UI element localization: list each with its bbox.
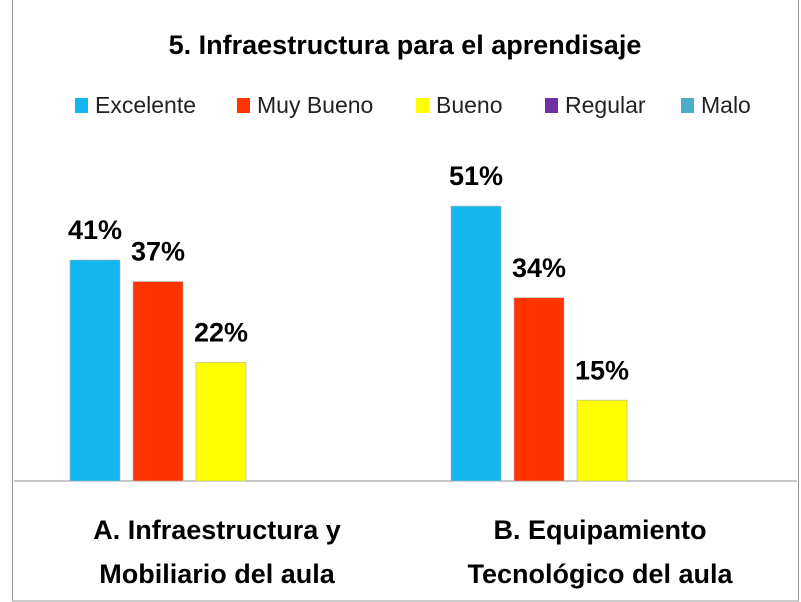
bar <box>132 281 184 482</box>
data-label: 34% <box>512 253 566 283</box>
legend-label: Excelente <box>95 92 196 118</box>
legend-swatch <box>681 98 694 113</box>
legend-label: Regular <box>565 92 646 118</box>
data-label: 51% <box>449 161 503 191</box>
data-label: 37% <box>131 237 185 267</box>
bar <box>195 362 247 482</box>
legend-label: Malo <box>701 92 751 118</box>
chart-title: 5. Infraestructura para el aprendisaje <box>169 30 642 60</box>
data-label: 15% <box>575 355 629 385</box>
bar <box>69 259 121 482</box>
data-label: 22% <box>194 318 248 348</box>
data-label: 41% <box>68 215 122 245</box>
legend-swatch <box>75 98 88 113</box>
x-tick-label: A. Infraestructura y Mobiliario del aula <box>93 515 341 589</box>
bar <box>513 297 565 482</box>
legend-swatch <box>416 98 429 113</box>
x-tick-label: B. Equipamiento Tecnológico del aula <box>467 515 733 589</box>
legend-label: Bueno <box>436 92 503 118</box>
legend-swatch <box>545 98 558 113</box>
bar <box>576 399 628 482</box>
bar <box>450 205 502 482</box>
legend-label: Muy Bueno <box>257 92 373 118</box>
legend-swatch <box>237 98 250 113</box>
